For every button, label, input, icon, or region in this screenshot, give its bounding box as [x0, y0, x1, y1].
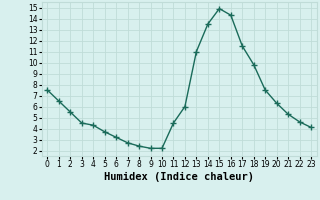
- X-axis label: Humidex (Indice chaleur): Humidex (Indice chaleur): [104, 172, 254, 182]
